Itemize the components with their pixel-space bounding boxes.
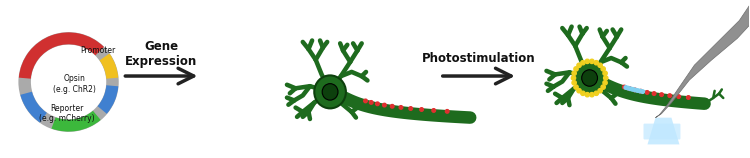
Circle shape xyxy=(594,91,598,95)
Circle shape xyxy=(572,81,576,85)
Circle shape xyxy=(391,104,394,108)
Circle shape xyxy=(580,91,585,95)
Circle shape xyxy=(626,86,630,90)
Wedge shape xyxy=(98,85,118,114)
Circle shape xyxy=(399,106,403,109)
Wedge shape xyxy=(20,92,46,123)
Circle shape xyxy=(574,67,578,71)
Circle shape xyxy=(603,81,608,85)
Circle shape xyxy=(382,103,386,107)
Circle shape xyxy=(585,93,590,97)
Circle shape xyxy=(638,89,642,93)
Circle shape xyxy=(622,85,626,89)
Circle shape xyxy=(601,85,605,89)
Circle shape xyxy=(633,88,637,92)
Circle shape xyxy=(446,110,449,113)
Circle shape xyxy=(590,93,594,97)
Circle shape xyxy=(660,93,663,96)
Wedge shape xyxy=(19,32,104,79)
Circle shape xyxy=(364,99,368,103)
Wedge shape xyxy=(52,111,100,131)
Circle shape xyxy=(631,88,634,91)
Circle shape xyxy=(574,85,578,89)
Circle shape xyxy=(432,109,436,112)
Ellipse shape xyxy=(322,84,338,100)
Text: Opsin
(e.g. ChR2): Opsin (e.g. ChR2) xyxy=(53,74,96,94)
Wedge shape xyxy=(100,54,118,79)
Circle shape xyxy=(603,71,608,75)
Circle shape xyxy=(601,67,605,71)
Circle shape xyxy=(640,90,644,93)
Circle shape xyxy=(585,59,590,64)
Circle shape xyxy=(590,59,594,64)
Text: Photostimulation: Photostimulation xyxy=(422,52,536,65)
Circle shape xyxy=(624,86,628,89)
Circle shape xyxy=(598,63,602,67)
Polygon shape xyxy=(656,6,749,118)
Circle shape xyxy=(636,89,639,92)
Circle shape xyxy=(577,89,581,93)
Circle shape xyxy=(594,61,598,65)
Circle shape xyxy=(577,63,581,67)
Ellipse shape xyxy=(314,75,346,108)
Circle shape xyxy=(376,102,380,106)
Circle shape xyxy=(572,76,576,80)
Circle shape xyxy=(604,76,608,80)
Circle shape xyxy=(409,107,413,110)
Circle shape xyxy=(652,92,656,95)
Circle shape xyxy=(676,95,680,98)
Circle shape xyxy=(628,87,632,90)
Circle shape xyxy=(633,88,637,92)
Circle shape xyxy=(668,94,671,97)
Polygon shape xyxy=(647,118,680,144)
Ellipse shape xyxy=(574,61,605,94)
Text: Gene
Expression: Gene Expression xyxy=(125,40,197,68)
Circle shape xyxy=(645,91,649,94)
Circle shape xyxy=(628,87,632,91)
Circle shape xyxy=(686,96,690,99)
FancyBboxPatch shape xyxy=(644,124,680,140)
Circle shape xyxy=(598,89,602,93)
Circle shape xyxy=(572,71,576,75)
Circle shape xyxy=(370,101,373,104)
Circle shape xyxy=(580,61,585,65)
Circle shape xyxy=(639,89,643,93)
Ellipse shape xyxy=(582,70,598,86)
Circle shape xyxy=(420,108,423,111)
Text: Reporter
(e.g. mCherry): Reporter (e.g. mCherry) xyxy=(39,104,94,123)
Text: Promoter: Promoter xyxy=(80,46,116,55)
